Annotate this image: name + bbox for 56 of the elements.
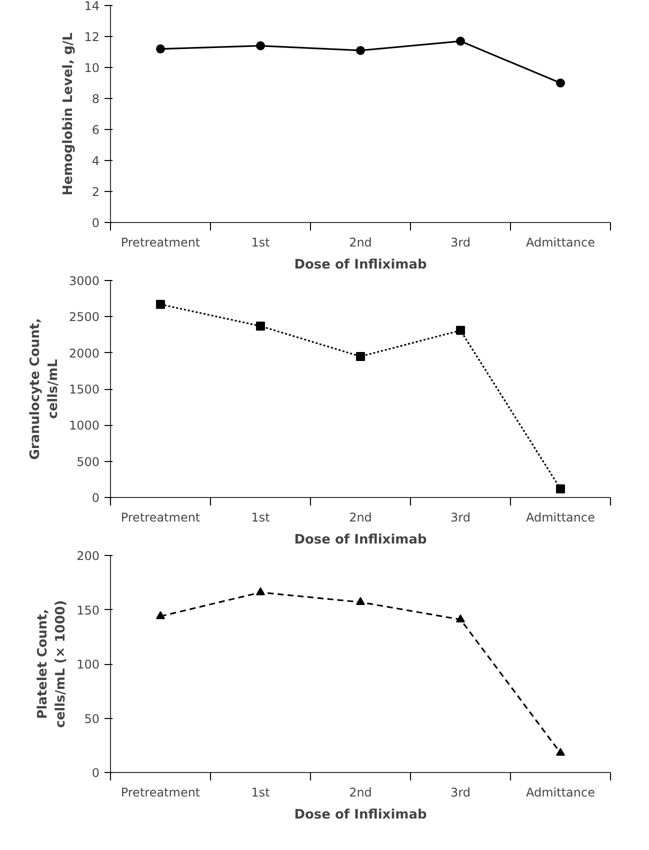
x-tick-label: 2nd [349,510,372,524]
x-tick-label: 2nd [349,236,372,250]
y-tick-label: 500 [76,454,100,469]
x-tick-label: Admittance [526,510,596,524]
y-tick-label: 0 [92,216,100,230]
y-tick-label: 1000 [68,418,100,433]
point [456,614,465,622]
y-axis-title: Hemoglobin Level, g/L [61,32,76,196]
point [456,326,465,335]
point [556,748,565,756]
y-tick-label: 2000 [68,346,100,360]
x-tick-label: 1st [251,786,270,800]
y-tick-label: 100 [76,658,100,672]
y-tick-label: 8 [92,92,100,106]
y-tick-label: 200 [76,549,100,563]
point [556,78,565,88]
x-axis-title: Dose of Infliximab [294,258,427,272]
y-tick-label: 3000 [68,274,100,288]
point [256,587,265,596]
x-tick-label: Admittance [526,786,596,800]
x-tick-label: 3rd [450,510,470,524]
point [156,300,165,309]
x-tick-label: Pretreatment [120,510,200,524]
y-tick-label: 14 [84,0,100,13]
x-tick-label: 3rd [450,786,470,800]
y-tick-label: 4 [92,154,100,168]
point [256,41,265,50]
y-tick-label: 0 [92,491,100,505]
point [356,46,365,55]
y-tick-label: 2 [92,185,100,199]
y-tick-label: 50 [84,712,100,726]
x-tick-label: Admittance [526,236,596,250]
y-axis-title: Platelet Count, cells/mL (× 1000) [36,600,69,728]
y-tick-label: 2500 [68,310,100,324]
x-tick-label: 1st [251,236,270,250]
y-axis-title: Granulocyte Count, cells/mL [28,318,61,460]
point [556,484,565,494]
point [156,611,165,620]
point [456,36,465,46]
x-axis-title: Dose of Infliximab [294,808,427,822]
point [356,352,365,361]
y-tick-label: 0 [92,766,100,780]
y-tick-label: 1500 [68,382,100,396]
point [156,44,165,54]
y-tick-label: 6 [92,123,100,137]
x-tick-label: Pretreatment [120,236,200,250]
x-tick-label: 2nd [349,786,372,800]
point [356,597,365,605]
point [256,322,265,331]
y-tick-label: 10 [84,61,100,75]
x-tick-label: 3rd [450,236,470,250]
x-tick-label: 1st [251,510,270,524]
x-tick-label: Pretreatment [120,786,200,800]
y-tick-label: 12 [84,30,100,44]
y-tick-label: 150 [76,603,100,618]
x-axis-title: Dose of Infliximab [294,532,427,548]
